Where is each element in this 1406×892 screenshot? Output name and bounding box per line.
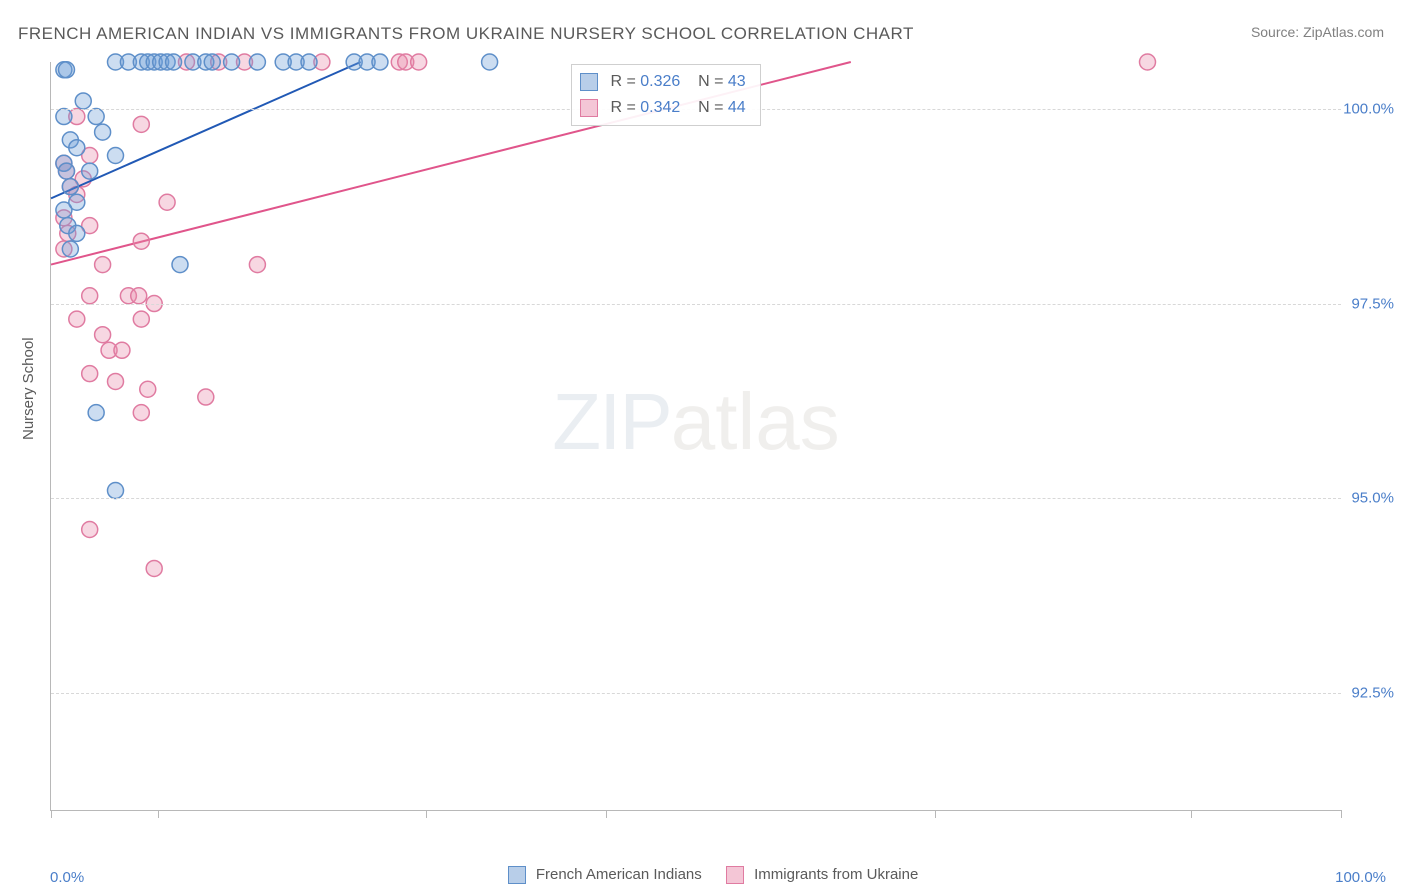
y-tick-label: 100.0% — [1343, 100, 1394, 117]
stats-r-val-1: 0.326 — [640, 73, 680, 90]
legend-swatch-2 — [726, 866, 744, 884]
x-tick-mark — [1341, 810, 1342, 818]
x-tick-mark — [606, 810, 607, 818]
bottom-legend: French American Indians Immigrants from … — [0, 866, 1406, 884]
stats-r-val-2: 0.342 — [640, 99, 680, 116]
legend-swatch-1 — [508, 866, 526, 884]
stats-n-label-1: N = — [698, 73, 728, 90]
x-tick-mark — [426, 810, 427, 818]
stats-r-label-1: R = — [610, 73, 640, 90]
stats-r-label-2: R = — [610, 99, 640, 116]
stats-legend: R = 0.326 N = 43 R = 0.342 N = 44 — [571, 64, 761, 126]
y-axis-label: Nursery School — [20, 337, 37, 440]
chart-title: FRENCH AMERICAN INDIAN VS IMMIGRANTS FRO… — [18, 24, 914, 44]
plot-svg — [51, 62, 1341, 810]
x-tick-mark — [935, 810, 936, 818]
grid-line-h — [51, 693, 1341, 694]
stats-swatch-2 — [580, 99, 598, 117]
x-tick-mark — [158, 810, 159, 818]
y-tick-label: 92.5% — [1351, 685, 1394, 702]
stats-n-val-2: 44 — [728, 99, 746, 116]
y-tick-label: 95.0% — [1351, 490, 1394, 507]
source-label: Source: ZipAtlas.com — [1251, 24, 1384, 40]
legend-label-1: French American Indians — [536, 866, 702, 883]
plot-area: ZIPatlas — [50, 62, 1341, 811]
stats-n-val-1: 43 — [728, 73, 746, 90]
legend-label-2: Immigrants from Ukraine — [754, 866, 918, 883]
stats-n-label-2: N = — [698, 99, 728, 116]
stats-row-1: R = 0.326 N = 43 — [580, 69, 746, 95]
stats-row-2: R = 0.342 N = 44 — [580, 95, 746, 121]
y-tick-label: 97.5% — [1351, 295, 1394, 312]
grid-line-h — [51, 304, 1341, 305]
stats-swatch-1 — [580, 73, 598, 91]
chart-container: FRENCH AMERICAN INDIAN VS IMMIGRANTS FRO… — [0, 0, 1406, 892]
x-tick-mark — [51, 810, 52, 818]
grid-line-h — [51, 498, 1341, 499]
x-tick-mark — [1191, 810, 1192, 818]
